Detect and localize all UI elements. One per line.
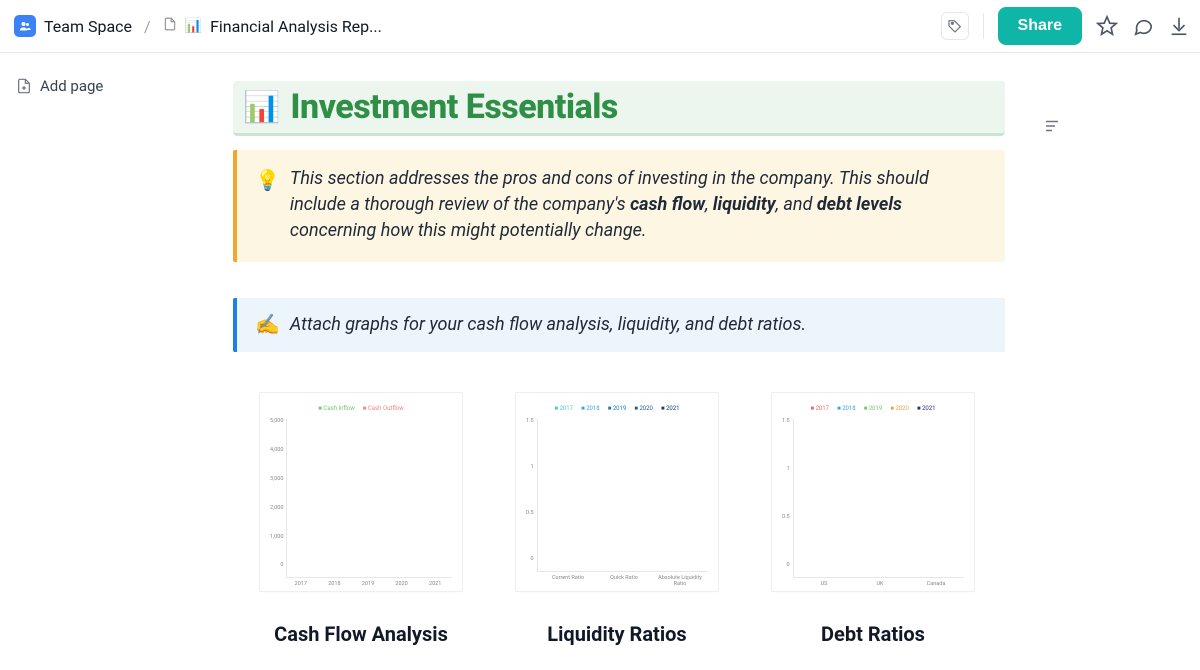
chart-yaxis: 1.510.50 xyxy=(526,418,537,572)
chart-row: Cash InflowCash Outflow 5,0004,0003,0002… xyxy=(233,392,1005,646)
page-title[interactable]: Investment Essentials xyxy=(290,87,618,127)
doc-chart-icon: 📊 xyxy=(185,18,202,34)
team-space-icon[interactable] xyxy=(14,15,36,37)
add-page-label: Add page xyxy=(40,77,103,95)
toc-icon[interactable] xyxy=(1043,117,1061,139)
chart-liquidity-frame: 20172018201920202021 1.510.50 Current Ra… xyxy=(515,392,719,592)
writing-hand-icon: ✍️ xyxy=(255,312,280,338)
comment-icon[interactable] xyxy=(1132,15,1154,37)
chart-yaxis: 5,0004,0003,0002,0001,0000 xyxy=(270,418,286,578)
chart-liquidity[interactable]: 20172018201920202021 1.510.50 Current Ra… xyxy=(515,392,719,646)
chart-title-debt: Debt Ratios xyxy=(771,622,975,646)
download-icon[interactable] xyxy=(1168,15,1190,37)
share-button[interactable]: Share xyxy=(998,7,1082,45)
callout-bold-liquidity: liquidity xyxy=(713,194,776,215)
callout-attach-graphs[interactable]: ✍️ Attach graphs for your cash flow anal… xyxy=(233,298,1005,352)
chart-xaxis: Current RatioQuick RatioAbsolute Liquidi… xyxy=(526,575,708,587)
callout-sep2: , and xyxy=(776,194,817,215)
chart-legend: Cash InflowCash Outflow xyxy=(270,405,452,412)
chart-debt-frame: 20172018201920202021 1.510.50 USUKCanada xyxy=(771,392,975,592)
chart-yaxis: 1.510.50 xyxy=(782,418,793,578)
chart-cash-flow[interactable]: Cash InflowCash Outflow 5,0004,0003,0002… xyxy=(259,392,463,646)
add-page-button[interactable]: Add page xyxy=(16,77,225,95)
chart-debt[interactable]: 20172018201920202021 1.510.50 USUKCanada… xyxy=(771,392,975,646)
callout-text-post: concerning how this might potentially ch… xyxy=(290,220,647,241)
chart-title-cashflow: Cash Flow Analysis xyxy=(259,622,463,646)
callout-sep1: , xyxy=(705,194,713,215)
chart-legend: 20172018201920202021 xyxy=(782,405,964,412)
chart-plot xyxy=(286,418,452,578)
chart-legend: 20172018201920202021 xyxy=(526,405,708,412)
section-hero: 📊 Investment Essentials xyxy=(233,81,1005,136)
separator xyxy=(983,13,984,39)
chart-xaxis: 20172018201920202021 xyxy=(270,581,452,587)
callout-bold-debt: debt levels xyxy=(817,194,902,215)
chart-title-liquidity: Liquidity Ratios xyxy=(515,622,719,646)
breadcrumb: Team Space / 📊 Financial Analysis Rep... xyxy=(14,15,382,37)
star-icon[interactable] xyxy=(1096,15,1118,37)
callout-bold-cashflow: cash flow xyxy=(630,194,705,215)
callout-blue-body: Attach graphs for your cash flow analysi… xyxy=(290,312,806,338)
breadcrumb-team[interactable]: Team Space xyxy=(44,17,132,36)
sidebar: Add page xyxy=(0,53,225,670)
tag-icon-button[interactable] xyxy=(941,12,969,40)
chart-cash-flow-frame: Cash InflowCash Outflow 5,0004,0003,0002… xyxy=(259,392,463,592)
callout-investment-note[interactable]: 💡 This section addresses the pros and co… xyxy=(233,150,1005,262)
hero-chart-icon: 📊 xyxy=(243,90,280,125)
main-content: 📊 Investment Essentials 💡 This section a… xyxy=(225,53,1200,670)
chart-xaxis: USUKCanada xyxy=(782,581,964,587)
callout-body: This section addresses the pros and cons… xyxy=(290,166,983,244)
layout: Add page 📊 Investment Essentials 💡 This … xyxy=(0,53,1200,670)
breadcrumb-sep: / xyxy=(144,17,151,36)
topbar-actions: Share xyxy=(941,7,1184,45)
breadcrumb-doc[interactable]: Financial Analysis Rep... xyxy=(210,17,382,36)
document-icon xyxy=(163,16,177,36)
bulb-icon: 💡 xyxy=(255,166,280,244)
chart-plot xyxy=(537,418,708,572)
chart-plot xyxy=(793,418,964,578)
topbar: Team Space / 📊 Financial Analysis Rep...… xyxy=(0,0,1200,53)
